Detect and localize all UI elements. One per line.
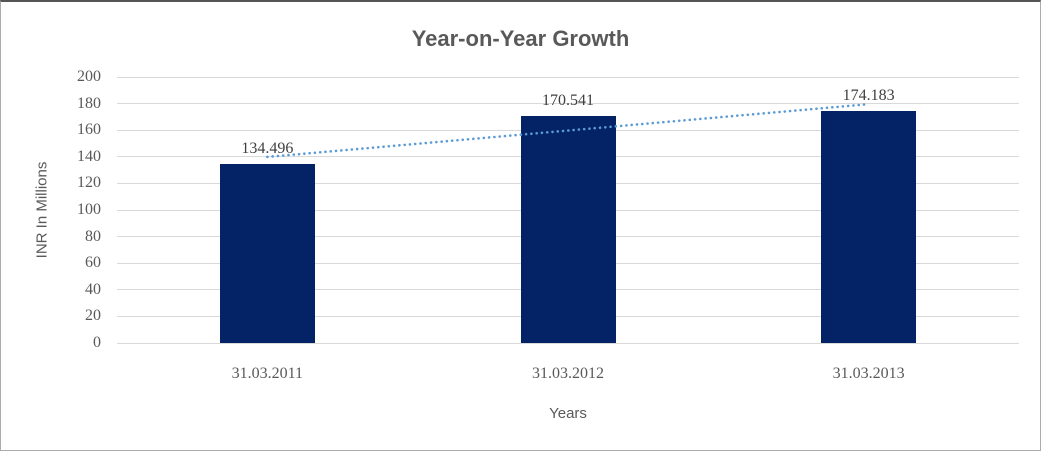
y-tick-label: 160	[77, 121, 101, 139]
bar-value-label: 170.541	[542, 92, 594, 110]
y-tick-label: 180	[77, 94, 101, 112]
bar	[520, 116, 616, 343]
y-tick-label: 80	[85, 227, 101, 245]
y-tick-label: 140	[77, 147, 101, 165]
y-tick-label: 200	[77, 68, 101, 85]
bar	[821, 111, 917, 343]
x-category-label: 31.03.2011	[231, 365, 304, 382]
x-category-label: 31.03.2012	[532, 365, 604, 382]
y-tick-label: 120	[77, 174, 101, 192]
x-category-label: 31.03.2013	[832, 365, 905, 382]
gridline	[117, 76, 1019, 78]
y-tick-label: 40	[85, 280, 101, 298]
y-tick-label: 60	[85, 254, 101, 272]
x-axis-title: Years	[549, 405, 587, 422]
gridline	[117, 342, 1019, 344]
bar	[219, 164, 315, 343]
bar-value-label: 174.183	[842, 87, 895, 105]
y-tick-label: 0	[93, 334, 101, 351]
bar-value-label: 134.496	[241, 140, 294, 158]
y-tick-label: 20	[85, 307, 101, 325]
y-tick-label: 100	[77, 201, 101, 218]
chart-title: Year-on-Year Growth	[411, 26, 630, 51]
